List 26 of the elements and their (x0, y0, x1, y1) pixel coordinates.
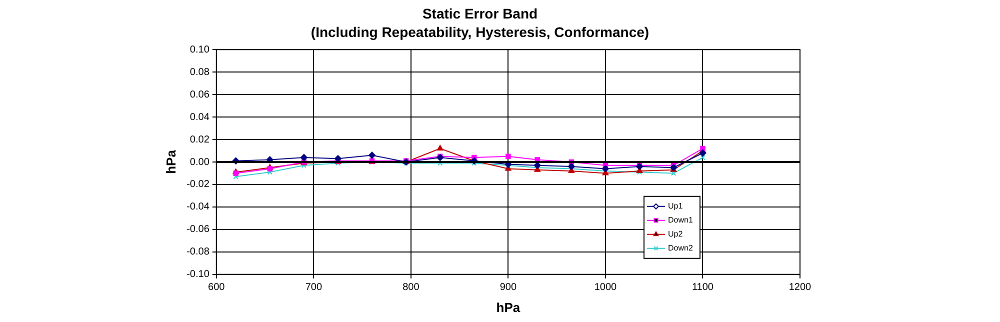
y-tick-label: -0.10 (186, 269, 210, 280)
y-tick-label: 0.04 (190, 112, 210, 123)
chart-subtitle: (Including Repeatability, Hysteresis, Conformance) (310, 24, 650, 40)
y-tick-label: -0.04 (186, 202, 210, 213)
x-axis-title: hPa (496, 300, 521, 315)
legend-label: Up1 (668, 202, 684, 211)
y-tick-label: 0.00 (190, 156, 210, 168)
legend-label: Down1 (668, 216, 694, 225)
y-tick-label: 0.02 (190, 134, 210, 146)
x-tick-label: 900 (500, 282, 517, 294)
legend-label: Up2 (668, 230, 684, 239)
x-tick-label: 700 (305, 282, 322, 294)
y-tick-label: -0.06 (186, 224, 210, 236)
y-axis-title: hPa (163, 149, 178, 174)
x-tick-label: 1200 (788, 282, 812, 294)
y-tick-label: 0.08 (190, 66, 210, 78)
x-tick-label: 1100 (692, 282, 714, 294)
x-tick-label: 800 (402, 282, 420, 294)
x-tick-label: 600 (208, 282, 226, 294)
x-tick-label: 1000 (594, 282, 618, 294)
y-tick-label: -0.02 (186, 179, 210, 190)
y-tick-label: 0.10 (190, 44, 210, 56)
y-tick-label: 0.06 (190, 89, 210, 100)
y-tick-label: -0.08 (186, 246, 210, 258)
chart-title: Static Error Band (422, 5, 538, 22)
legend-label: Down2 (668, 244, 694, 253)
